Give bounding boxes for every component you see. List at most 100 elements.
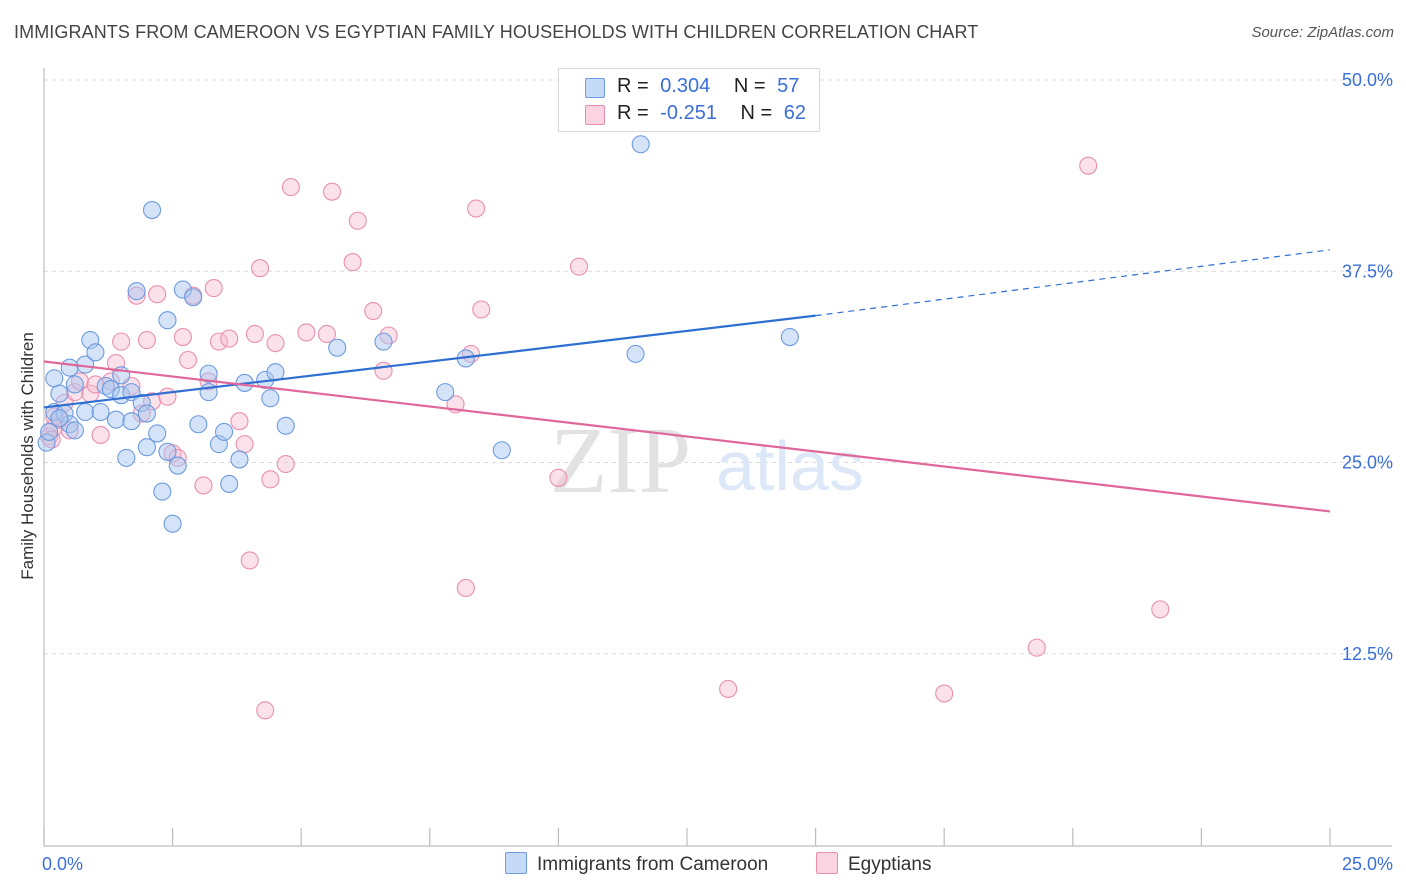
bottom-legend-label-egyptians: Egyptians xyxy=(848,854,932,875)
cameroon-point xyxy=(153,482,172,501)
source-label: Source: ZipAtlas.com xyxy=(1251,24,1394,41)
cameroon-point xyxy=(65,375,84,394)
egyptians-point xyxy=(178,350,198,370)
egyptians-point xyxy=(173,327,192,347)
cameroon-trend-line xyxy=(43,314,816,409)
cameroon-point xyxy=(214,422,234,441)
y-tick-label: 12.5% xyxy=(1342,644,1393,664)
legend-n-value: 57 xyxy=(777,75,800,97)
cameroon-point xyxy=(137,404,156,423)
cameroon-point xyxy=(142,201,162,220)
egyptians-point xyxy=(256,701,275,720)
cameroon-point xyxy=(168,456,187,475)
cameroon-point xyxy=(199,364,218,383)
egyptians-point xyxy=(158,387,177,406)
bottom-legend-cameroon: Immigrants from Cameroon xyxy=(505,852,768,876)
legend-r-label: R = xyxy=(617,102,649,124)
cameroon-trend-extension xyxy=(815,249,1331,317)
cameroon-point xyxy=(230,450,249,469)
cameroon-point xyxy=(189,415,208,434)
egyptians-point xyxy=(220,329,239,348)
cameroon-point xyxy=(261,389,280,408)
cameroon-point xyxy=(328,338,347,357)
x-tick-label-max: 25.0% xyxy=(1342,854,1393,874)
egyptians-point xyxy=(569,257,589,276)
egyptians-point xyxy=(719,679,738,698)
cameroon-point xyxy=(50,409,69,428)
egyptians-point xyxy=(261,470,280,489)
legend-swatch-cameroon xyxy=(585,78,605,98)
egyptians-point xyxy=(112,332,131,351)
legend-r-label: R = xyxy=(617,75,649,97)
egyptians-point xyxy=(472,300,491,319)
cameroon-point xyxy=(148,424,167,443)
legend-swatch-egyptians xyxy=(585,105,605,125)
axes-layer xyxy=(43,68,1392,847)
y-tick-label: 25.0% xyxy=(1342,453,1393,473)
egyptians-point xyxy=(91,425,110,445)
legend-r-value: -0.251 xyxy=(660,102,717,124)
egyptians-point xyxy=(281,178,300,197)
egyptians-point xyxy=(245,324,264,344)
legend-n-label: N = xyxy=(733,75,766,97)
egyptians-point xyxy=(343,253,362,272)
legend-n-value: 62 xyxy=(783,102,807,124)
egyptians-point xyxy=(235,435,254,454)
legend-n-label: N = xyxy=(740,102,773,124)
y-axis-label: Family Households with Children xyxy=(18,332,37,580)
chart-title: IMMIGRANTS FROM CAMEROON VS EGYPTIAN FAM… xyxy=(14,22,979,42)
y-tick-label: 50.0% xyxy=(1342,70,1393,90)
bottom-legend-swatch-egyptians xyxy=(816,852,838,874)
cameroon-point xyxy=(117,448,136,467)
egyptians-point xyxy=(250,259,270,278)
cameroon-point xyxy=(184,288,203,307)
legend-r-value: 0.304 xyxy=(660,75,711,97)
egyptians-point xyxy=(1151,600,1170,619)
egyptians-point xyxy=(209,332,228,351)
egyptians-point xyxy=(230,412,249,431)
cameroon-point xyxy=(220,474,239,493)
bottom-legend-label-cameroon: Immigrants from Cameroon xyxy=(537,854,769,875)
cameroon-point xyxy=(137,438,156,457)
egyptians-point xyxy=(456,578,475,598)
stats-legend: R = 0.304 N = 57 R = -0.251 N = 62 xyxy=(558,68,820,132)
cameroon-point xyxy=(45,369,64,388)
cameroon-point xyxy=(86,343,105,362)
cameroon-point xyxy=(436,383,455,402)
cameroon-point xyxy=(76,402,95,422)
watermark: ZIP atlas xyxy=(550,409,864,513)
bottom-legend-egyptians: Egyptians xyxy=(816,852,931,876)
trend-layer xyxy=(43,249,1331,513)
cameroon-point xyxy=(626,344,645,363)
egyptians-point xyxy=(348,211,367,230)
egyptians-point xyxy=(935,684,954,703)
cameroon-point xyxy=(106,410,126,429)
egyptians-point xyxy=(1079,156,1098,175)
cameroon-point xyxy=(65,421,84,440)
egyptians-point xyxy=(148,285,167,304)
egyptians-point xyxy=(1027,638,1046,657)
egyptians-point xyxy=(297,323,316,342)
egyptians-point xyxy=(276,454,295,474)
cameroon-points xyxy=(37,135,799,533)
cameroon-point xyxy=(122,412,141,431)
cameroon-point xyxy=(492,441,511,460)
egyptians-point xyxy=(266,334,285,353)
egyptians-trend-line xyxy=(43,360,1331,513)
watermark-atlas: atlas xyxy=(716,427,864,505)
cameroon-point xyxy=(127,282,146,301)
egyptians-point xyxy=(240,551,259,570)
bottom-legend-swatch-cameroon xyxy=(505,852,527,874)
cameroon-point xyxy=(163,514,182,533)
egyptians-point xyxy=(467,199,486,218)
egyptians-point xyxy=(317,324,336,344)
egyptians-point xyxy=(549,468,568,487)
cameroon-point xyxy=(50,384,69,403)
x-tick-label-min: 0.0% xyxy=(42,854,83,874)
tick-layer: 12.5% 25.0% 37.5% 50.0% 0.0% 25.0% xyxy=(42,70,1393,874)
egyptians-point xyxy=(137,331,156,350)
cameroon-point xyxy=(40,422,59,441)
egyptians-point xyxy=(364,301,383,321)
egyptians-point xyxy=(323,182,342,201)
